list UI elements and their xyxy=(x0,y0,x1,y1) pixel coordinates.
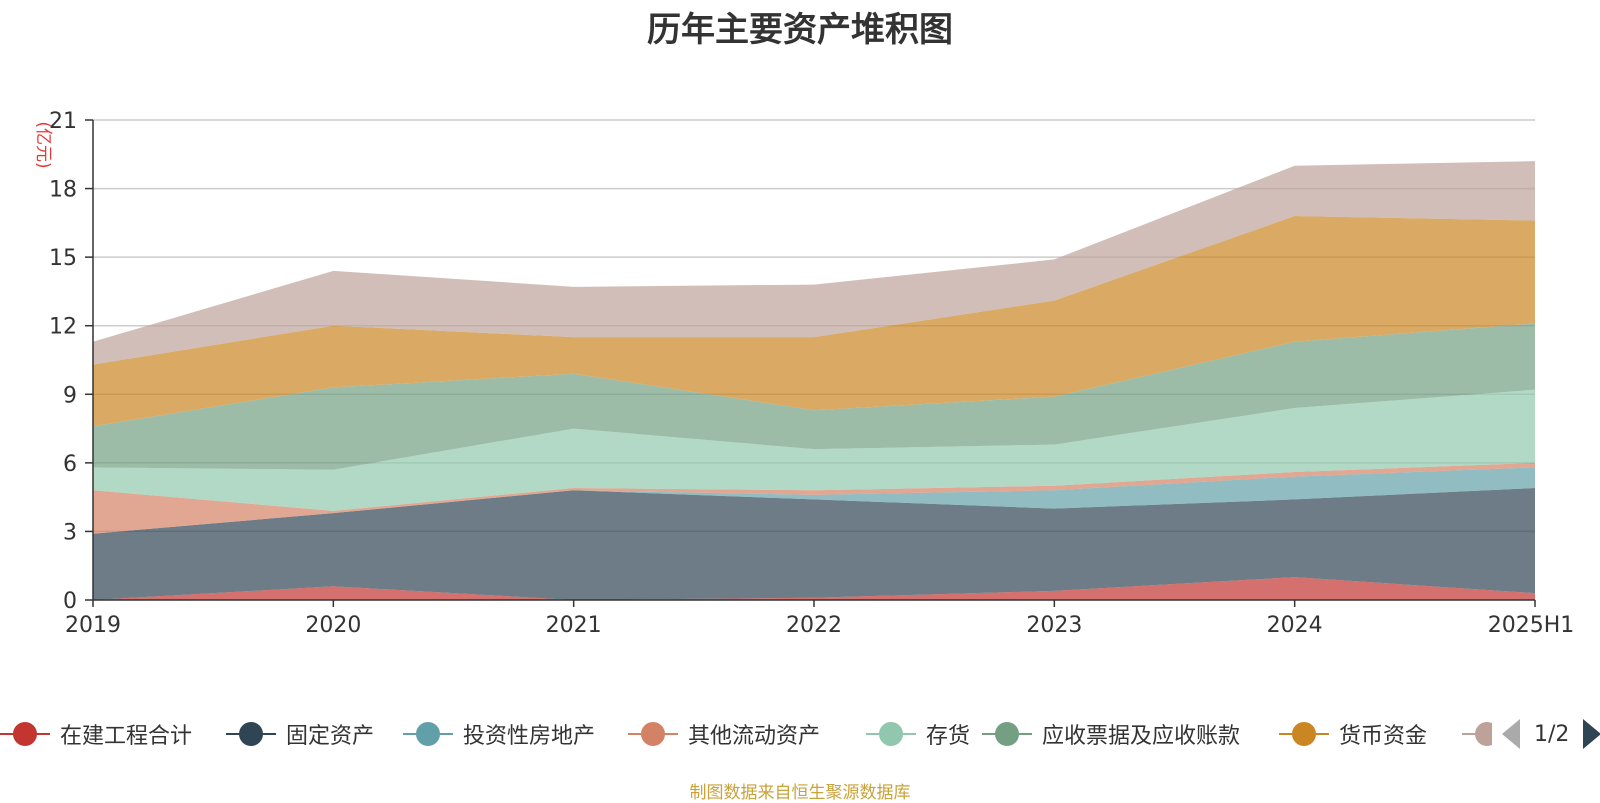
legend-marker-icon xyxy=(0,716,50,752)
legend-item-3[interactable]: 其他流动资产 xyxy=(628,716,820,752)
y-tick-label: 18 xyxy=(49,178,77,203)
legend-label: 货币资金 xyxy=(1339,724,1428,749)
legend-label: 存货 xyxy=(926,724,971,749)
legend-marker-icon xyxy=(1279,716,1329,752)
axis-layer: 0 3 6 9 12 15 18 21 2019 2020 2021 2022 2023 2024 2025… xyxy=(33,109,1574,638)
area-series-3 xyxy=(93,462,1535,534)
y-tick-label: 3 xyxy=(63,520,77,545)
x-tick-label: 2023 xyxy=(1026,613,1082,638)
legend-marker-icon xyxy=(628,716,678,752)
legend-page-indicator: 1/2 xyxy=(1534,721,1570,747)
chart-title: 历年主要资产堆积图 xyxy=(647,10,953,50)
y-tick-label: 9 xyxy=(63,383,77,408)
legend-item-1[interactable]: 固定资产 xyxy=(226,716,374,752)
y-tick-label: 0 xyxy=(63,589,77,614)
legend-marker-icon xyxy=(403,716,453,752)
legend-item-0[interactable]: 在建工程合计 xyxy=(0,716,192,752)
legend: 在建工程合计 固定资产 投资性房地产 其他流动资产 存货 应收票据及应收账款 货币资金 xyxy=(0,716,1600,752)
stacked-area-chart: 0 3 6 9 12 15 18 21 2019 2020 2021 2022 2023 2024 2025… xyxy=(33,109,1574,638)
x-tick-label: 2022 xyxy=(786,613,842,638)
area-series-0 xyxy=(93,577,1535,600)
x-tick-label: 2024 xyxy=(1267,613,1323,638)
y-tick-label: 15 xyxy=(49,246,77,271)
legend-label: 投资性房地产 xyxy=(463,724,596,749)
legend-marker-icon xyxy=(866,716,916,752)
y-axis-unit-label: (亿元) xyxy=(33,121,53,168)
area-series-6 xyxy=(93,216,1535,427)
legend-item-4[interactable]: 存货 xyxy=(866,716,970,752)
y-tick-label: 12 xyxy=(49,315,77,340)
x-tick-label: 2020 xyxy=(305,613,361,638)
legend-prev-page-button[interactable] xyxy=(1502,719,1520,749)
area-series-1 xyxy=(93,488,1535,600)
legend-label: 其他流动资产 xyxy=(688,724,821,749)
x-tick-label: 2025H1 xyxy=(1488,613,1575,638)
legend-marker-icon xyxy=(1462,716,1492,752)
area-layer xyxy=(93,161,1535,600)
legend-item-7[interactable] xyxy=(1462,716,1492,752)
legend-label: 在建工程合计 xyxy=(60,724,193,749)
x-tick-label: 2021 xyxy=(546,613,602,638)
legend-item-6[interactable]: 货币资金 xyxy=(1279,716,1427,752)
y-tick-label: 21 xyxy=(49,109,77,134)
source-note: 制图数据来自恒生聚源数据库 xyxy=(689,783,911,803)
legend-label: 应收票据及应收账款 xyxy=(1042,724,1241,749)
legend-label: 固定资产 xyxy=(286,724,375,749)
legend-marker-icon xyxy=(226,716,276,752)
area-series-2 xyxy=(93,467,1535,534)
area-series-5 xyxy=(93,323,1535,470)
legend-item-5[interactable]: 应收票据及应收账款 xyxy=(982,716,1240,752)
area-series-7 xyxy=(93,161,1535,365)
legend-marker-icon xyxy=(982,716,1032,752)
legend-next-page-button[interactable] xyxy=(1583,719,1600,749)
legend-item-2[interactable]: 投资性房地产 xyxy=(403,716,595,752)
legend-pager: 1/2 xyxy=(1500,716,1600,752)
area-series-4 xyxy=(93,389,1535,511)
x-tick-label: 2019 xyxy=(65,613,121,638)
y-tick-label: 6 xyxy=(63,452,77,477)
